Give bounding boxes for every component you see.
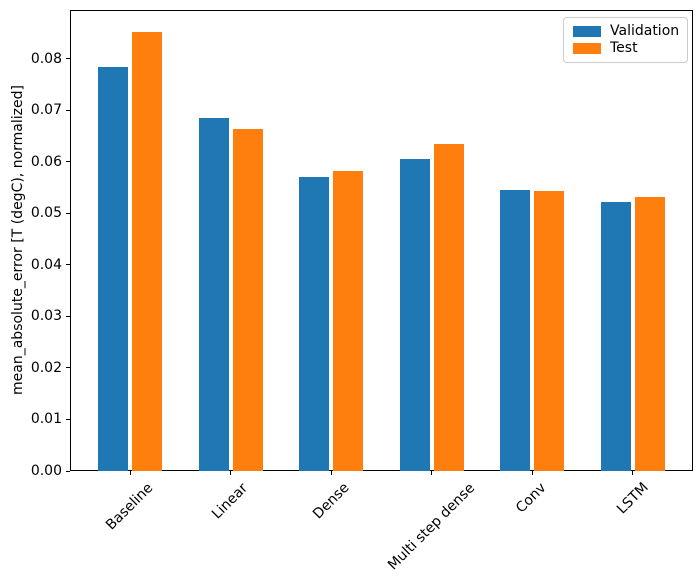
x-tick-mark	[230, 471, 232, 475]
x-tick-label-baseline: Baseline	[103, 479, 157, 534]
y-tick-mark	[66, 315, 70, 317]
y-tick-label: 0.02	[30, 359, 62, 376]
bar-test-multi-step-dense	[433, 144, 464, 471]
bar-test-dense	[333, 170, 364, 471]
y-tick-mark	[66, 470, 70, 472]
y-tick-label: 0.00	[30, 463, 62, 479]
y-tick-mark	[66, 161, 70, 163]
y-axis-label: mean_absolute_error [T (degC), normalize…	[10, 85, 26, 395]
bar-validation-linear	[198, 117, 229, 471]
bar-validation-conv	[500, 190, 531, 471]
x-tick-mark	[330, 471, 332, 475]
y-tick-mark	[66, 212, 70, 214]
y-tick-label: 0.05	[30, 205, 62, 222]
x-tick-label-conv: Conv	[513, 480, 550, 517]
y-tick-label: 0.01	[30, 411, 62, 428]
bar-test-baseline	[132, 32, 163, 471]
y-tick-mark	[66, 264, 70, 266]
bar-validation-lstm	[600, 202, 631, 471]
legend-item-test: Test	[573, 40, 678, 57]
y-tick-mark	[66, 367, 70, 369]
legend-label-validation: Validation	[610, 23, 680, 39]
x-tick-label-linear: Linear	[209, 480, 252, 523]
y-tick-label: 0.06	[30, 153, 62, 170]
y-tick-label: 0.03	[30, 308, 62, 325]
legend-swatch-test	[573, 43, 601, 54]
x-tick-mark	[129, 471, 131, 475]
x-tick-label-multi-step-dense: Multi step dense	[384, 480, 478, 574]
y-tick-mark	[66, 58, 70, 60]
x-tick-mark	[531, 471, 533, 475]
bar-validation-dense	[299, 176, 330, 471]
bar-test-conv	[534, 191, 565, 471]
legend-swatch-validation	[573, 26, 601, 37]
plot-area	[70, 10, 693, 471]
legend: Validation Test	[563, 17, 688, 63]
legend-label-test: Test	[610, 40, 638, 56]
y-tick-label: 0.07	[30, 102, 62, 119]
x-tick-mark	[632, 471, 634, 475]
legend-item-validation: Validation	[573, 23, 680, 40]
y-tick-label: 0.08	[30, 50, 62, 67]
y-tick-label: 0.04	[30, 256, 62, 273]
bar-test-linear	[232, 128, 263, 471]
bar-validation-baseline	[98, 66, 129, 471]
x-tick-label-lstm: LSTM	[613, 479, 652, 518]
y-tick-mark	[66, 418, 70, 420]
y-tick-mark	[66, 109, 70, 111]
x-tick-mark	[431, 471, 433, 475]
bar-test-lstm	[634, 196, 665, 471]
x-tick-label-dense: Dense	[309, 479, 353, 523]
bar-validation-multi-step-dense	[399, 158, 430, 471]
